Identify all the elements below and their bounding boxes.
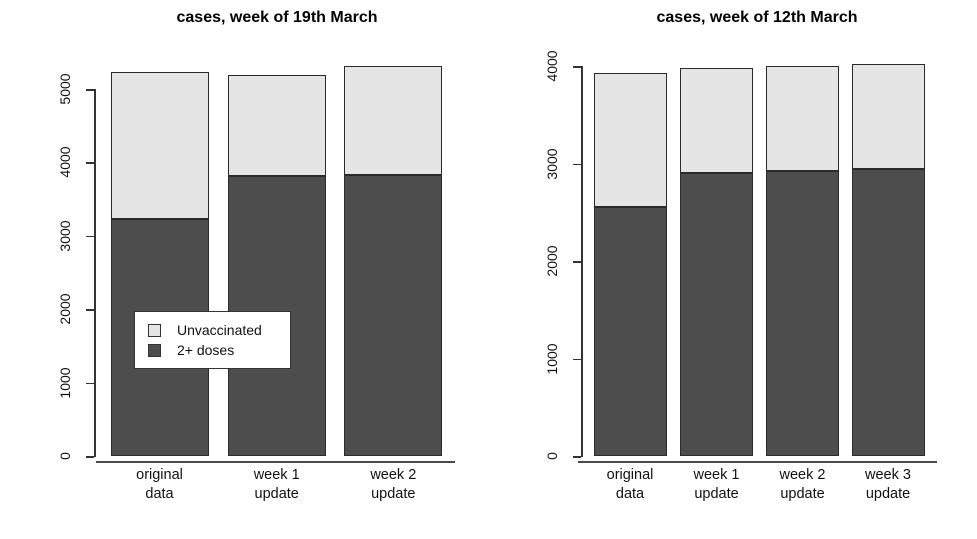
chart-title-week-19-march: cases, week of 19th March (176, 9, 378, 26)
y-tick-label: 4000 (544, 50, 560, 82)
y-tick-label: 2000 (57, 293, 73, 325)
bar-segment-unvaccinated (110, 72, 209, 219)
category-label-line: week 2 (370, 467, 417, 483)
bar-segment-unvaccinated (851, 64, 925, 169)
y-tick-label: 1000 (57, 367, 73, 399)
bar-segment-2plus-doses (766, 171, 839, 456)
category-label-line: week 1 (253, 467, 300, 483)
y-tick-mark (86, 309, 94, 311)
y-tick-mark (573, 261, 581, 263)
category-label: week 2 update (370, 466, 416, 504)
y-tick-mark (573, 358, 581, 360)
category-label: week 3 update (865, 466, 911, 504)
category-label-line: week 2 (779, 467, 826, 483)
category-label-line: data (615, 486, 645, 502)
bar-segment-2plus-doses (344, 174, 443, 456)
bar-segment-unvaccinated (227, 75, 326, 176)
y-tick-mark (86, 89, 94, 91)
bar-segment-unvaccinated (593, 72, 667, 208)
legend-swatch-2plus-doses (148, 343, 161, 357)
y-tick-mark (86, 235, 94, 238)
bar-segment-unvaccinated (344, 65, 443, 175)
chart-title-week-12-march: cases, week of 12th March (656, 9, 858, 26)
legend-swatch-unvaccinated (148, 323, 161, 337)
y-tick-label: 2000 (544, 245, 560, 277)
category-label: original data (607, 466, 654, 504)
category-label-line: original (606, 467, 654, 483)
legend: Unvaccinated 2+ doses (134, 311, 291, 369)
bar-segment-2plus-doses (680, 173, 753, 456)
x-axis-line (96, 461, 455, 463)
y-tick-label: 4000 (57, 146, 73, 178)
category-label-line: update (694, 486, 739, 502)
category-label: original data (136, 466, 183, 504)
legend-label-unvaccinated: Unvaccinated (177, 322, 262, 338)
y-axis-line (94, 89, 96, 457)
legend-item-2plus-doses: 2+ doses (135, 340, 290, 360)
category-label: week 1 update (254, 466, 300, 504)
y-tick-label: 3000 (57, 220, 73, 252)
category-label: week 1 update (694, 466, 740, 504)
y-tick-label: 1000 (544, 342, 560, 375)
bar-segment-unvaccinated (766, 66, 839, 172)
legend-item-unvaccinated: Unvaccinated (135, 320, 290, 340)
y-tick-mark (86, 382, 94, 385)
y-tick-label: 0 (544, 452, 560, 460)
x-axis-line (578, 461, 937, 463)
y-tick-label: 0 (57, 452, 73, 460)
bar-segment-2plus-doses (593, 207, 667, 456)
bar-segment-2plus-doses (851, 168, 925, 456)
y-tick-mark (573, 456, 581, 458)
legend-label-2plus-doses: 2+ doses (177, 342, 235, 358)
y-tick-label: 5000 (57, 73, 73, 105)
category-label-line: update (371, 486, 416, 502)
category-label-line: week 3 (865, 467, 911, 483)
y-tick-mark (573, 66, 581, 68)
category-label-line: data (145, 486, 174, 502)
category-label-line: original (136, 467, 183, 483)
category-label: week 2 update (780, 466, 826, 504)
y-tick-mark (86, 456, 94, 458)
category-label-line: update (780, 486, 825, 502)
category-label-line: week 1 (693, 467, 740, 483)
category-label-line: update (254, 486, 299, 502)
y-tick-label: 3000 (544, 147, 560, 180)
bar-segment-unvaccinated (680, 68, 753, 174)
y-tick-mark (573, 163, 581, 165)
category-label-line: update (865, 486, 911, 502)
y-tick-mark (86, 162, 94, 164)
y-axis-line (581, 66, 583, 457)
